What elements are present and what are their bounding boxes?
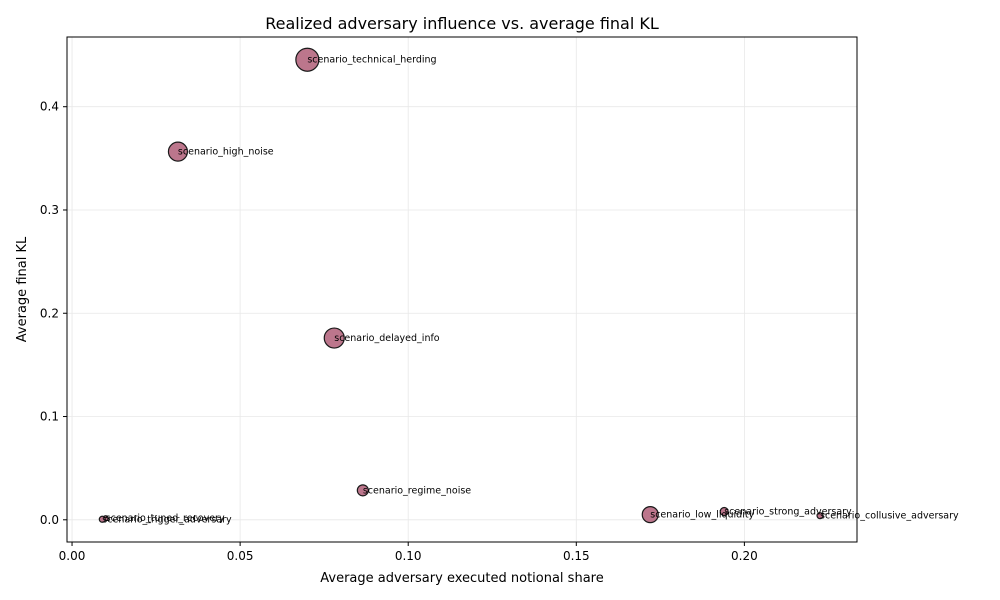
y-tick-label: 0.3 [40,203,59,217]
x-axis-label: Average adversary executed notional shar… [320,571,603,586]
scatter-point [295,47,320,72]
plot-frame [66,36,858,543]
y-tick-label: 0.2 [40,306,59,320]
point-label: scenario_collusive_adversary [820,511,959,522]
scatter-point [98,515,106,523]
y-axis-label: Average final KL [15,236,30,342]
point-layer [98,47,824,524]
point-label: scenario_high_noise [178,147,274,158]
y-tick-label: 0.1 [40,410,59,424]
point-label: scenario_regime_noise [363,485,471,496]
grid-layer [67,37,857,542]
scatter-point [719,506,729,517]
point-label: scenario_delayed_info [334,333,440,344]
x-tick-label: 0.15 [563,549,590,563]
y-tick-label: 0.0 [40,513,59,527]
y-tick-label: 0.4 [40,100,59,114]
point-label-layer: scenario_technical_herding scenario_high_… [102,55,959,526]
point-label: scenario_strong_adversary [724,507,852,518]
point-label: scenario_trigger_adversary [102,514,232,525]
x-tick-label: 0.10 [395,549,422,563]
point-label: scenario_low_liquidity [650,510,754,521]
x-tick-label: 0.05 [227,549,254,563]
x-tick-label: 0.20 [731,549,758,563]
scatter-point [641,506,659,524]
scatter-point [816,512,824,520]
chart-title: Realized adversary influence vs. average… [265,14,659,33]
scatter-point [167,141,189,162]
point-label: scenario_technical_herding [307,55,436,66]
scatter-point [323,327,345,349]
x-tick-label: 0.00 [59,549,86,563]
point-label: scenario_tuned_recovery [106,513,225,524]
tick-layer: 0.00 0.05 0.10 0.15 0.20 0.0 0.1 0.2 0.3 0.4 [40,100,758,563]
scatter-point [356,484,369,497]
